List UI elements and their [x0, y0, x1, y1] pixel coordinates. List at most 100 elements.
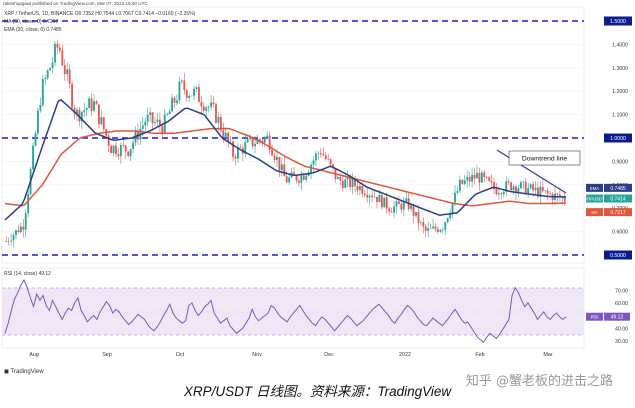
candle-body [119, 144, 122, 157]
candle-body [268, 135, 271, 150]
candle-body [463, 180, 466, 184]
candle-body [263, 137, 266, 143]
price-badge-label: XRPUSDT [584, 197, 604, 202]
price-badge-label: MA [591, 210, 597, 215]
candle-body [424, 226, 427, 231]
candle-body [151, 112, 154, 124]
candle-body [234, 156, 237, 159]
rsi-badge-label: RSI [591, 315, 598, 320]
candle-body [129, 148, 132, 157]
candle-body [383, 197, 386, 208]
candle-body [239, 147, 242, 149]
candle-body [380, 195, 383, 208]
candle-body [439, 230, 442, 232]
candle-body [161, 125, 164, 134]
price-badge-value: 0.7485 [610, 186, 626, 192]
author-line: rakeshupgrad published on TradingView.co… [3, 1, 148, 6]
candle-body [156, 119, 159, 123]
rsi-legend: RSI (14, close) 49.12 [4, 271, 51, 277]
candle-body [497, 193, 500, 195]
candle-body [7, 241, 10, 242]
price-badge-value-bg [604, 208, 632, 217]
candle-body [361, 186, 364, 194]
candle-body [534, 187, 537, 191]
candle-body [144, 121, 147, 126]
candle-body [254, 143, 256, 147]
key-level-badge-text: 1.5000 [610, 19, 626, 25]
candle-body [437, 229, 439, 232]
candle-body [107, 135, 110, 146]
candle-body [515, 186, 517, 193]
candle-body [227, 132, 230, 142]
candle-body [97, 104, 100, 125]
candle-body [537, 187, 539, 197]
candle-body [563, 197, 566, 202]
candle-body [385, 197, 388, 209]
candle-body [278, 156, 281, 171]
candle-body [102, 117, 105, 130]
candle-body [83, 109, 86, 112]
downtrend-annotation: Downtrend line [522, 156, 568, 163]
candle-body [478, 172, 481, 183]
candle-body [378, 195, 381, 203]
candle-body [549, 193, 552, 195]
candle-body [295, 175, 298, 181]
candle-body [166, 114, 169, 115]
candle-body [410, 205, 413, 209]
candle-body [32, 145, 34, 170]
candle-body [185, 90, 188, 98]
price-tick-label: 1.3000 [612, 66, 628, 72]
candle-body [344, 179, 347, 188]
candle-body [293, 172, 295, 176]
candle-body [205, 107, 208, 111]
candle-body [183, 80, 186, 91]
candle-body [322, 154, 325, 156]
horizontal-levels [2, 20, 584, 256]
time-tick-label: Dec [324, 352, 334, 358]
candle-body [493, 182, 495, 190]
candle-body [297, 180, 300, 183]
candle-body [451, 202, 454, 214]
candle-body [315, 153, 317, 161]
candle-body [19, 226, 22, 233]
candle-body [368, 195, 371, 198]
candle-body [17, 230, 20, 233]
candle-body [39, 105, 42, 111]
candle-body [115, 145, 117, 155]
candle-body [15, 230, 17, 235]
ema-legend: EMA (20, close, 0) 0.7485 [4, 27, 62, 33]
candle-body [483, 172, 486, 178]
price-pane: Downtrend line [1, 6, 585, 264]
candle-body [405, 198, 408, 202]
candle-body [149, 112, 152, 115]
candle-body [73, 107, 76, 114]
rsi-tick-label: 30.00 [615, 339, 628, 345]
candle-body [219, 116, 222, 131]
rsi-series-line [4, 279, 567, 343]
candle-body [393, 206, 395, 213]
candle-body [476, 172, 478, 179]
candle-body [532, 184, 534, 191]
candle-body [78, 109, 81, 122]
time-tick-label: Aug [29, 352, 39, 358]
candle-body [46, 70, 49, 79]
candle-body [63, 65, 66, 75]
candle-body [51, 62, 54, 69]
candle-body [524, 181, 527, 194]
candle-body [324, 155, 327, 160]
candle-body [329, 159, 332, 165]
price-axis: 1.5000 1.4000 1.3000 1.2000 1.1000 1.0000 0.90… [584, 16, 632, 260]
candle-body [88, 98, 91, 109]
candle-body [232, 141, 234, 157]
time-tick-label: Sep [102, 352, 112, 358]
tradingview-logo-icon: ◼ [4, 369, 11, 375]
candle-body [276, 156, 278, 160]
candle-body [561, 197, 564, 198]
candle-body [354, 178, 356, 186]
candle-body [27, 194, 30, 214]
candle-body [390, 211, 393, 213]
candle-body [468, 177, 471, 182]
price-badge-label-bg [586, 183, 603, 192]
candle-body [261, 140, 264, 143]
